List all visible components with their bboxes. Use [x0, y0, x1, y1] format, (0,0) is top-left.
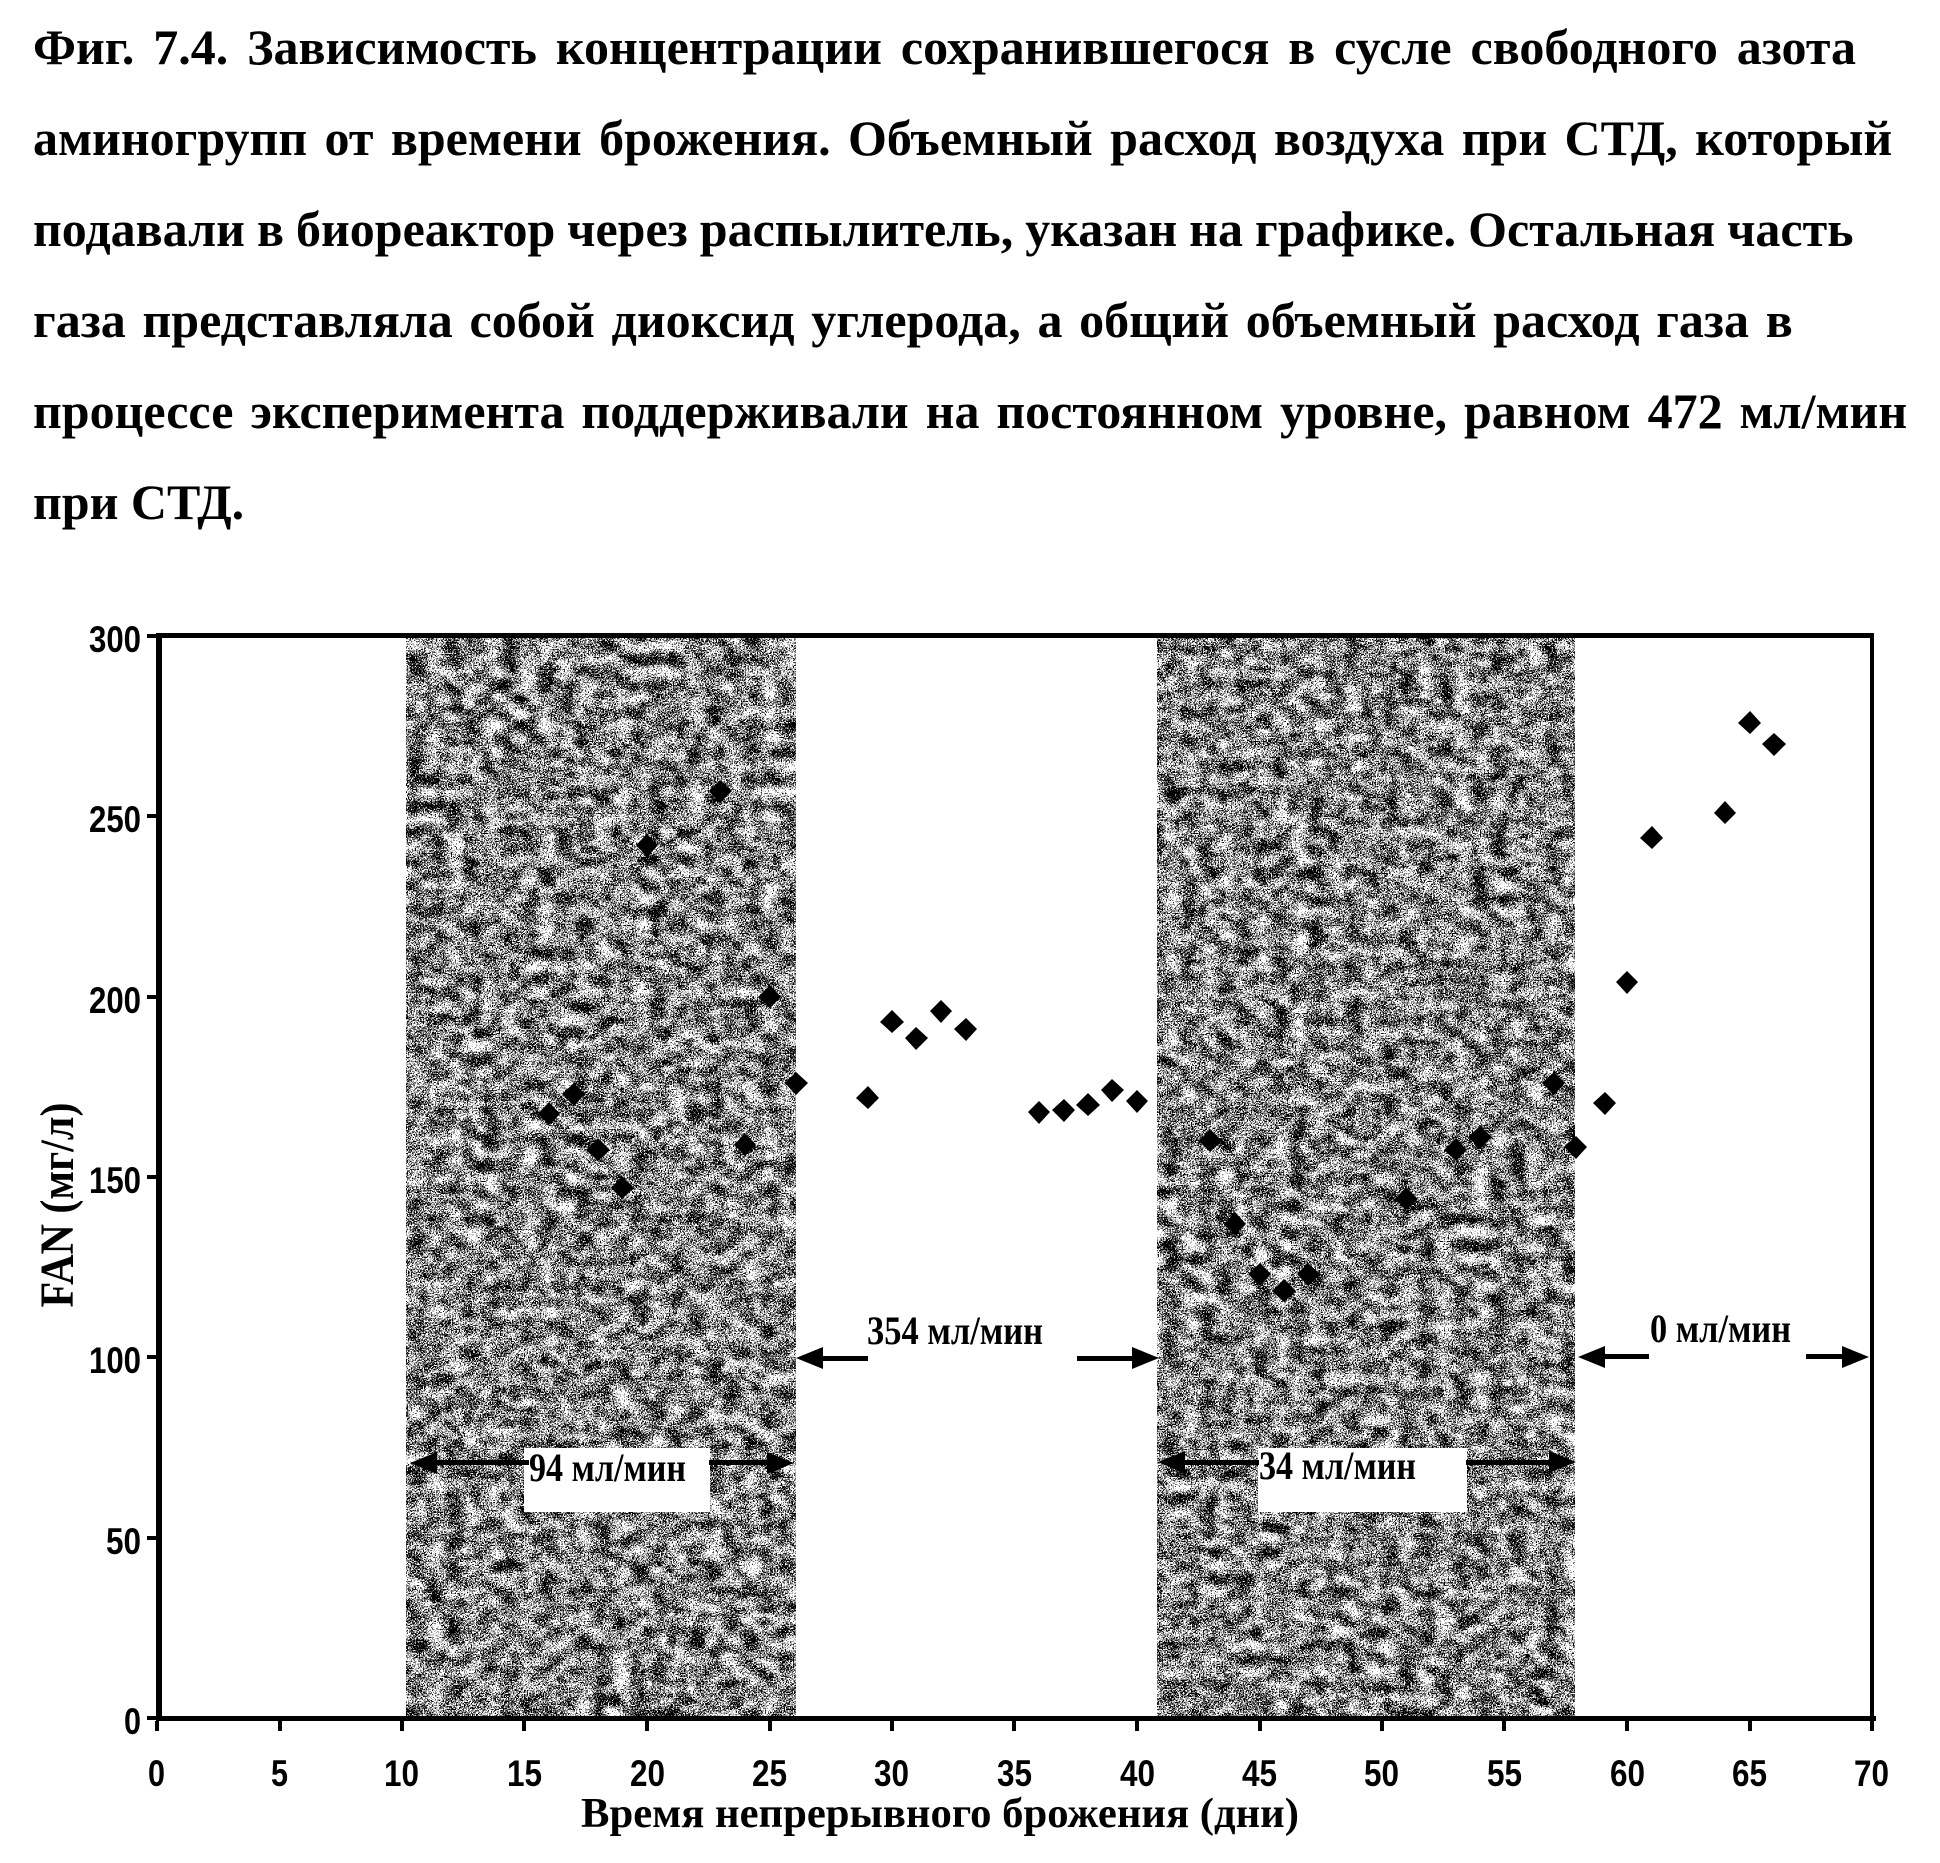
svg-text:94 мл/мин: 94 мл/мин — [529, 1445, 686, 1490]
svg-text:300: 300 — [89, 619, 141, 660]
svg-text:35: 35 — [997, 1753, 1032, 1794]
svg-text:30: 30 — [874, 1753, 909, 1794]
svg-text:50: 50 — [106, 1521, 141, 1562]
svg-text:100: 100 — [89, 1340, 141, 1381]
svg-text:45: 45 — [1242, 1753, 1277, 1794]
svg-text:250: 250 — [89, 799, 141, 840]
svg-text:34 мл/мин: 34 мл/мин — [1259, 1443, 1416, 1488]
svg-text:55: 55 — [1487, 1753, 1522, 1794]
svg-text:65: 65 — [1732, 1753, 1767, 1794]
svg-text:70: 70 — [1854, 1753, 1889, 1794]
svg-text:150: 150 — [89, 1160, 141, 1201]
svg-text:40: 40 — [1120, 1753, 1155, 1794]
svg-text:FAN (мг/л): FAN (мг/л) — [31, 1103, 84, 1308]
svg-text:10: 10 — [384, 1753, 419, 1794]
svg-text:200: 200 — [89, 980, 141, 1021]
svg-text:0: 0 — [148, 1753, 165, 1794]
svg-text:0: 0 — [124, 1701, 141, 1742]
svg-text:Время непрерывного брожения (д: Время непрерывного брожения (дни) — [581, 1791, 1299, 1837]
svg-text:20: 20 — [630, 1753, 665, 1794]
svg-text:0 мл/мин: 0 мл/мин — [1650, 1306, 1791, 1351]
svg-text:50: 50 — [1364, 1753, 1399, 1794]
svg-text:25: 25 — [752, 1753, 787, 1794]
svg-text:354 мл/мин: 354 мл/мин — [867, 1308, 1043, 1353]
svg-text:15: 15 — [507, 1753, 542, 1794]
svg-text:60: 60 — [1610, 1753, 1645, 1794]
svg-text:5: 5 — [271, 1753, 288, 1794]
